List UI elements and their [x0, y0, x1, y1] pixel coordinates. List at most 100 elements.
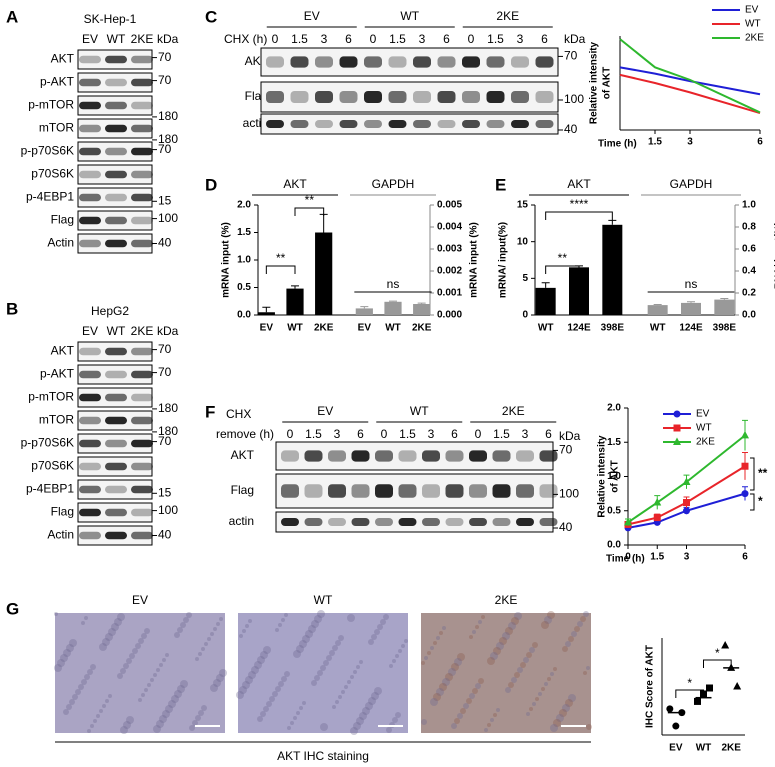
- time-label: 0: [287, 427, 294, 441]
- bar: [681, 302, 701, 315]
- annotation: ns: [387, 277, 400, 291]
- lane-label: WT: [107, 324, 126, 338]
- ihc-texture: [562, 646, 568, 652]
- ihc-image: [238, 613, 408, 733]
- blot-band: [351, 450, 370, 462]
- ihc-texture: [565, 699, 573, 707]
- point: [683, 507, 690, 515]
- ihc-texture: [195, 715, 201, 721]
- ihc-texture: [442, 626, 446, 630]
- ihc-texture: [526, 712, 530, 716]
- x-tick-label: WT: [538, 323, 554, 334]
- blot-band: [437, 91, 456, 103]
- blot-band: [281, 450, 299, 462]
- blot-band: [469, 484, 487, 498]
- ihc-texture: [162, 710, 170, 718]
- kda-marker: 15: [158, 193, 172, 207]
- ihc-texture: [436, 688, 444, 696]
- ihc-texture: [433, 641, 437, 645]
- error-bar: [360, 306, 369, 309]
- group-label: 2KE: [502, 404, 525, 418]
- time-label: 3: [428, 427, 435, 441]
- bar: [384, 301, 402, 315]
- annotation: **: [558, 251, 568, 265]
- bar: [535, 287, 556, 315]
- blot-band: [131, 216, 153, 225]
- panel-letter: D: [205, 175, 217, 194]
- ihc-texture: [308, 625, 316, 633]
- y-axis-label: Relative intensity: [589, 41, 600, 124]
- kda-marker: 40: [559, 520, 573, 534]
- blot-band: [131, 393, 153, 402]
- blot-row-label: Actin: [47, 236, 74, 250]
- blot-band: [445, 484, 464, 498]
- blot-band: [398, 518, 417, 526]
- ihc-texture: [123, 721, 131, 729]
- group-label: EV: [317, 404, 333, 418]
- ihc-texture: [207, 637, 211, 641]
- ihc-texture: [66, 704, 72, 710]
- ihc-texture: [556, 714, 564, 722]
- ihc-texture: [287, 726, 291, 730]
- blot-band: [351, 484, 370, 498]
- group-label: WT: [400, 9, 419, 23]
- kda-marker: 70: [158, 142, 172, 156]
- blot-band: [79, 347, 101, 356]
- ihc-texture: [469, 635, 473, 639]
- legend-label: EV: [745, 5, 759, 16]
- ihc-texture: [201, 705, 207, 711]
- ihc-texture: [257, 716, 263, 722]
- point: [694, 697, 701, 705]
- ihc-texture: [195, 657, 199, 661]
- blot-band: [539, 484, 558, 498]
- ihc-texture: [219, 617, 223, 621]
- time-label: 0: [272, 32, 279, 46]
- ihc-texture: [105, 699, 109, 703]
- ihc-texture: [293, 650, 301, 658]
- ihc-texture: [433, 693, 441, 701]
- blot-band: [105, 485, 127, 494]
- time-label: 3: [419, 32, 426, 46]
- kda-marker: 40: [158, 236, 172, 250]
- ihc-texture: [236, 691, 244, 699]
- ihc-texture: [532, 702, 536, 706]
- ihc-texture: [204, 642, 208, 646]
- ihc-texture: [138, 638, 144, 644]
- ihc-texture: [150, 678, 154, 682]
- bar: [355, 308, 373, 315]
- annotation: **: [305, 193, 315, 207]
- blot-band: [328, 518, 346, 526]
- ihc-texture: [314, 615, 322, 623]
- kda-marker: 40: [564, 122, 578, 136]
- series-line: [627, 465, 746, 526]
- blot-band: [388, 56, 407, 68]
- ihc-texture: [424, 656, 428, 660]
- lane-label: WT: [107, 32, 126, 46]
- ihc-texture: [442, 678, 450, 686]
- blot-band: [131, 147, 153, 156]
- ihc-texture: [544, 682, 548, 686]
- blot-band: [492, 484, 511, 498]
- kda-marker: 70: [158, 434, 172, 448]
- bracket: [265, 265, 296, 274]
- blot-band: [437, 56, 456, 68]
- ihc-texture: [75, 689, 81, 695]
- error-bar: [653, 304, 662, 306]
- point: [653, 498, 662, 506]
- blot-band: [445, 450, 464, 462]
- ihc-texture: [210, 684, 218, 692]
- point: [653, 514, 661, 522]
- ihc-texture: [275, 686, 281, 692]
- ihc-texture: [430, 698, 438, 706]
- unit: kDa: [157, 32, 179, 46]
- ihc-texture: [451, 663, 459, 671]
- point: [721, 640, 730, 649]
- ihc-texture: [353, 722, 361, 730]
- blot-band: [437, 120, 456, 128]
- y-tick-label: 0.002: [437, 266, 462, 277]
- x-tick-label: 124E: [567, 323, 591, 334]
- blot-band: [445, 518, 464, 526]
- bracket: [545, 211, 613, 220]
- ihc-texture: [90, 664, 96, 670]
